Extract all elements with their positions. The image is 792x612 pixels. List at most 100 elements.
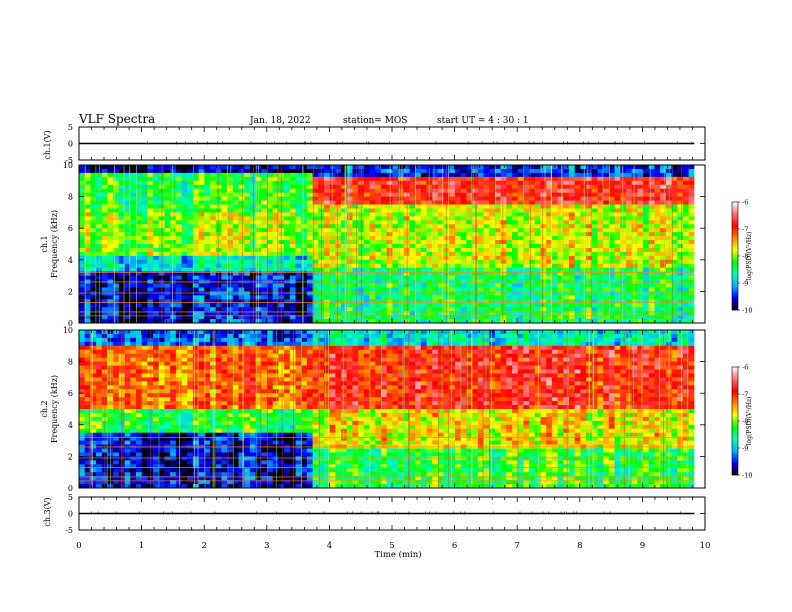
spectrogram-cell	[586, 267, 593, 273]
spectrogram-cell	[477, 188, 484, 194]
spectrogram-cell	[472, 311, 479, 316]
spectrogram-cell	[363, 307, 370, 312]
spectrogram-cell	[84, 484, 91, 488]
spectrogram-cell	[210, 192, 217, 197]
spectrogram-cell	[620, 291, 627, 296]
spectrogram-cell	[221, 251, 228, 257]
spectrogram-cell	[386, 176, 393, 182]
spectrogram-cell	[643, 172, 650, 178]
spectrogram-cell	[232, 255, 239, 261]
spectrogram-cell	[90, 168, 97, 174]
spectrogram-cell	[181, 204, 188, 209]
spectrogram-cell	[341, 319, 348, 323]
spectrogram-cell	[113, 180, 120, 186]
spectrogram-cell	[506, 311, 513, 316]
spectrogram-cell	[238, 236, 245, 241]
spectrogram-cell	[141, 291, 148, 296]
spectrogram-cell	[620, 247, 627, 253]
spectrogram-cell	[523, 212, 530, 217]
spectrogram-cell	[295, 200, 302, 205]
spectrogram-cell	[489, 212, 496, 217]
spectrogram-cell	[682, 283, 690, 288]
spectrogram-cell	[574, 220, 581, 225]
spectrogram-cell	[574, 307, 581, 312]
spectrogram-cell	[466, 196, 473, 201]
spectrogram-cell	[569, 224, 576, 229]
spectrogram-cell	[187, 255, 194, 261]
spectrogram-cell	[113, 460, 120, 465]
spectrogram-cell	[187, 216, 194, 221]
spectrogram-cell	[101, 168, 108, 174]
spectrogram-cell	[113, 353, 120, 359]
spectrogram-cell	[375, 172, 382, 178]
spectrogram-cell	[130, 259, 137, 265]
spectrogram-cell	[643, 216, 650, 221]
spectrogram-cell	[682, 259, 690, 265]
spectrogram-cell	[512, 319, 519, 323]
spectrogram-cell	[210, 251, 217, 257]
spectrogram-cell	[329, 240, 336, 245]
spectrogram-cell	[551, 267, 559, 273]
spectrogram-cell	[597, 263, 604, 269]
spectrogram-cell	[529, 192, 536, 197]
spectrogram-cell	[289, 212, 296, 217]
spectrogram-cell	[306, 165, 314, 170]
spectrogram-cell	[517, 295, 524, 300]
spectrogram-cell	[586, 247, 593, 253]
spectrogram-cell	[608, 240, 615, 245]
spectrogram-cell	[603, 283, 610, 288]
spectrogram-cell	[363, 196, 370, 201]
spectrogram-cell	[671, 188, 678, 194]
spectrogram-cell	[204, 255, 211, 261]
spectrogram-cell	[643, 303, 650, 308]
spectrogram-cell	[118, 176, 125, 182]
spectrogram-cell	[432, 263, 439, 269]
spectrogram-cell	[380, 168, 388, 174]
spectrogram-cell	[335, 315, 342, 320]
spectrogram-cell	[563, 200, 570, 205]
spectrogram-cell	[284, 255, 291, 261]
spectrogram-cell	[329, 307, 336, 312]
spectrogram-cell	[500, 180, 507, 186]
spectrogram-cell	[625, 271, 633, 276]
spectrogram-cell	[135, 255, 143, 261]
spectrogram-cell	[164, 192, 171, 197]
spectrogram-cell	[113, 224, 120, 229]
spectrogram-cell	[529, 208, 536, 213]
spectrogram-cell	[415, 180, 422, 186]
spectrogram-cell	[625, 251, 633, 257]
spectrogram-cell	[580, 220, 587, 225]
spectrogram-cell	[682, 192, 690, 197]
spectrogram-cell	[238, 255, 245, 261]
spectrogram-cell	[284, 244, 291, 249]
spectrogram-cell	[523, 259, 530, 265]
spectrogram-cell	[90, 357, 97, 362]
spectrogram-cell	[580, 251, 587, 257]
spectrogram-cell	[113, 341, 120, 347]
spectrogram-cell	[301, 228, 308, 233]
spectrogram-cell	[677, 291, 684, 296]
spectrogram-cell	[489, 259, 496, 265]
spectrogram-cell	[682, 267, 690, 273]
spectrogram-cell	[643, 291, 650, 296]
spectrogram-cell	[175, 172, 182, 178]
spectrogram-cell	[449, 311, 456, 316]
spectrogram-cell	[204, 168, 211, 174]
spectrogram-cell	[517, 303, 524, 308]
spectrogram-cell	[437, 232, 445, 237]
spectrogram-cell	[540, 244, 547, 249]
spectrogram-cell	[386, 204, 393, 209]
spectrogram-cell	[130, 319, 137, 323]
spectrogram-cell	[90, 200, 97, 205]
spectrogram-cell	[637, 287, 644, 292]
spectrogram-cell	[625, 184, 633, 190]
spectrogram-cell	[637, 295, 644, 300]
spectrogram-cell	[79, 263, 86, 269]
spectrogram-cell	[204, 165, 211, 170]
spectrogram-cell	[324, 216, 331, 221]
spectrogram-cell	[494, 212, 502, 217]
spectrogram-cell	[415, 224, 422, 229]
spectrogram-cell	[455, 259, 462, 265]
spectrogram-cell	[181, 319, 188, 323]
spectrogram-cell	[210, 180, 217, 186]
